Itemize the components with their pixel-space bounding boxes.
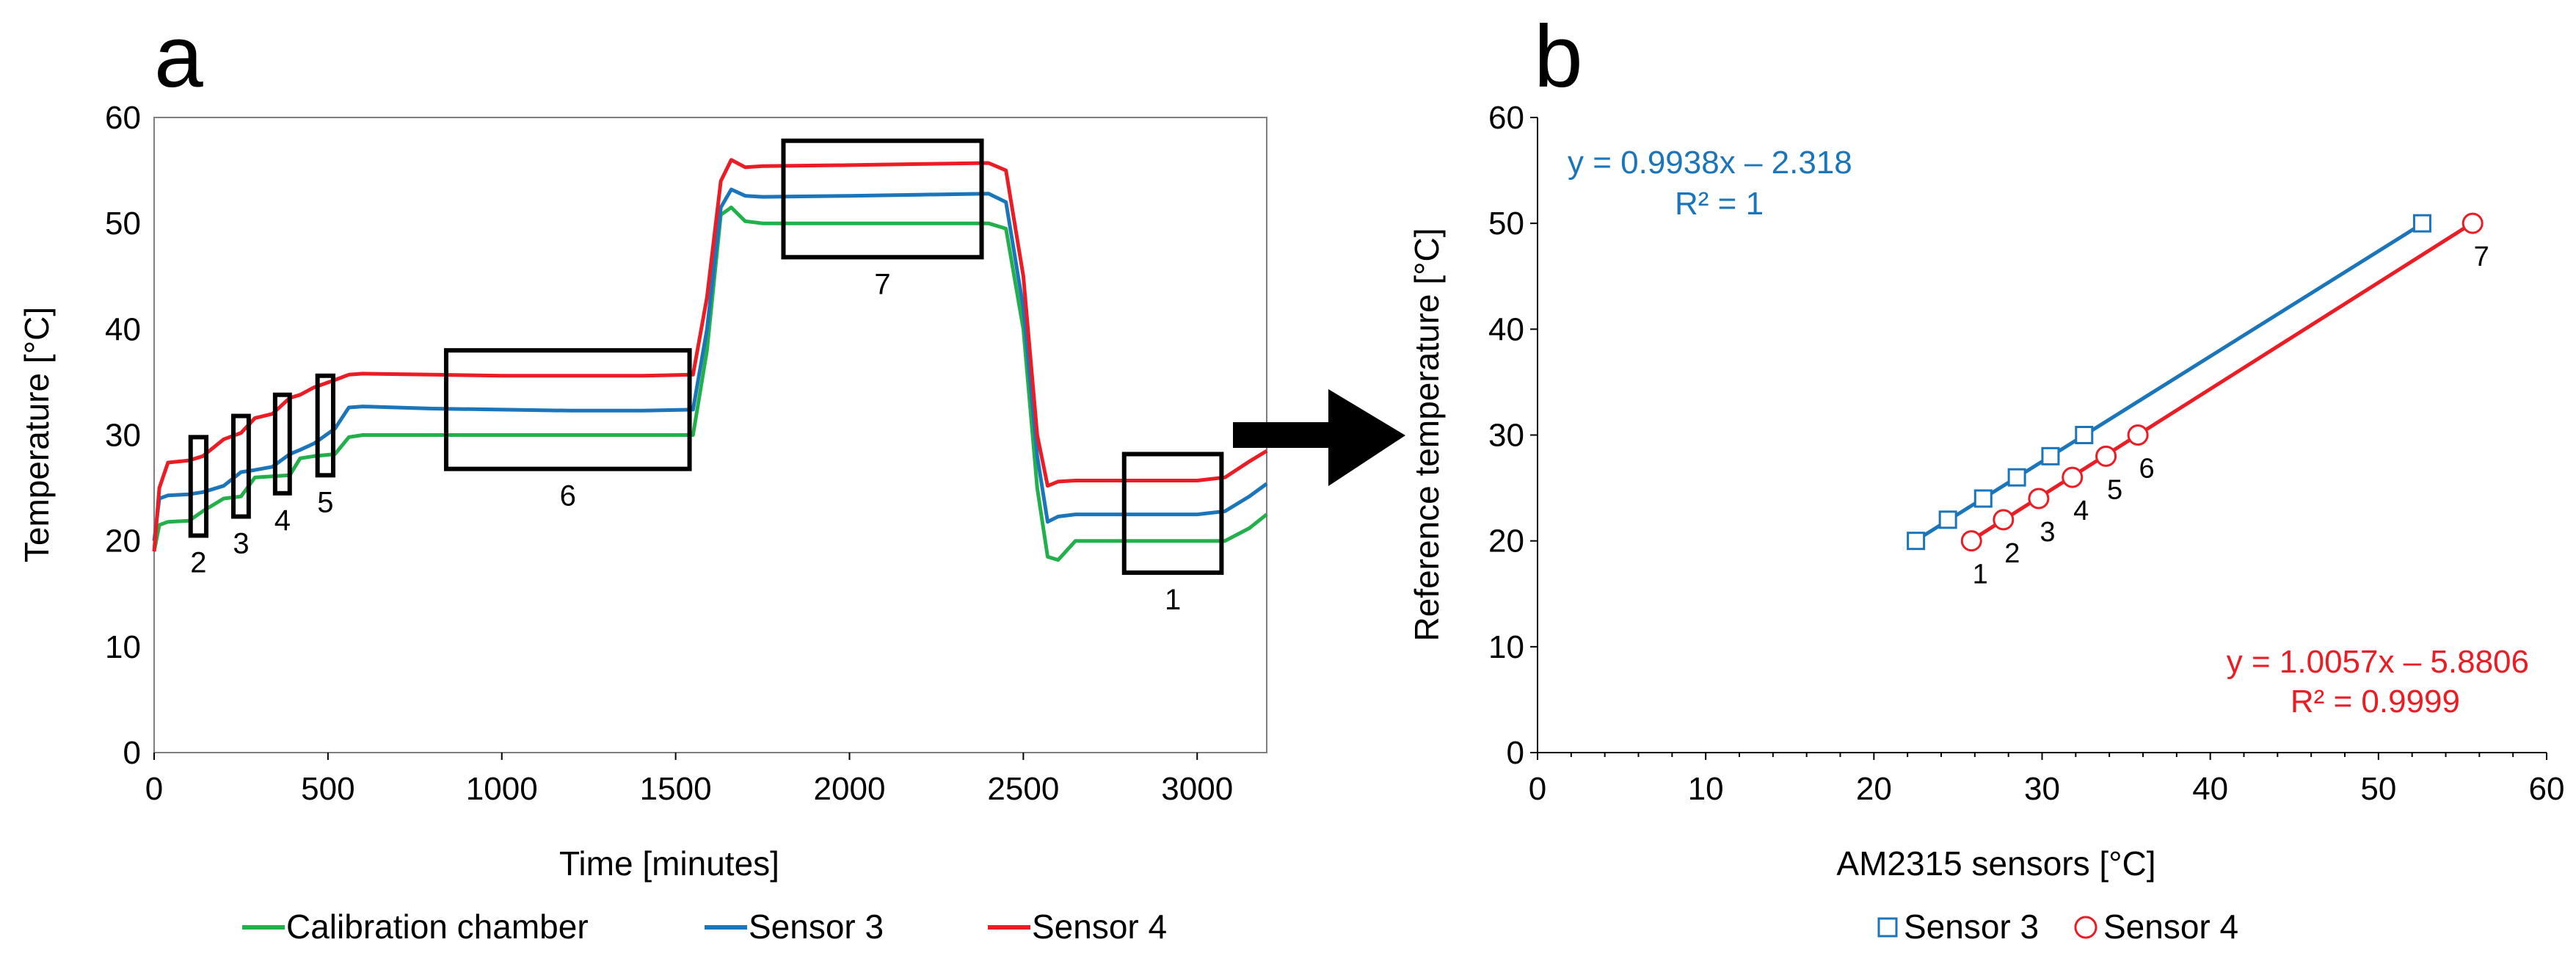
point-sensor4 [2127, 424, 2149, 446]
chart-a-ytick-label: 60 [105, 100, 141, 136]
point-sensor3 [1973, 489, 1993, 508]
legend-label-b-sensor3: Sensor 3 [1904, 908, 2039, 946]
chart-a-xtick-label: 2000 [814, 771, 886, 807]
point-sensor4 [2028, 488, 2050, 510]
chart-b-xtick-label: 20 [1856, 771, 1892, 807]
point-label-4: 4 [2073, 496, 2089, 526]
point-sensor4 [2062, 466, 2084, 488]
chart-a-xtick-label: 2500 [987, 771, 1059, 807]
legend-label-calibration: Calibration chamber [286, 908, 589, 946]
highlight-box-label-6: 6 [560, 480, 576, 512]
highlight-box-2 [188, 435, 209, 538]
chart-b-xtick-label: 40 [2192, 771, 2228, 807]
chart-a-xtick-label: 500 [301, 771, 354, 807]
highlight-box-label-5: 5 [317, 486, 333, 518]
point-label-1: 1 [1973, 559, 1988, 590]
point-sensor3 [2412, 214, 2431, 233]
sensor4-r2: R² = 0.9999 [2291, 684, 2460, 720]
chart-b-ylabel: Reference temperature [°C] [1408, 228, 1446, 642]
highlight-box-label-4: 4 [274, 504, 291, 537]
chart-a-ylabel: Temperature [°C] [18, 307, 56, 562]
chart-a-ytick-label: 10 [105, 629, 141, 665]
chart-a-marks: 0 10 20 30 40 50 60 0 500 1000 1500 2000 2500 3000 234… [105, 100, 1268, 807]
highlight-box-5 [315, 373, 335, 478]
chart-a-xtick-label: 1000 [466, 771, 538, 807]
legend-marker-sensor4 [2074, 916, 2097, 939]
legend-label-sensor3: Sensor 3 [749, 908, 884, 946]
panel-a-label: a [154, 7, 203, 106]
point-sensor4 [1993, 509, 2015, 531]
legend-label-sensor4: Sensor 4 [1032, 908, 1167, 946]
highlight-box-label-2: 2 [190, 546, 206, 579]
chart-a-plot-frame [153, 117, 1267, 753]
chart-a-ytick-label: 30 [105, 418, 141, 454]
highlight-box-label-1: 1 [1165, 584, 1181, 616]
chart-b-ytick-label: 30 [1488, 418, 1524, 454]
sensor3-r2: R² = 1 [1675, 186, 1764, 222]
chart-a-xtick-label: 3000 [1161, 771, 1233, 807]
trendline-sensor4 [1970, 221, 2474, 542]
highlight-box-label-3: 3 [233, 528, 249, 560]
point-sensor4 [1960, 530, 1982, 552]
legend-label-b-sensor4: Sensor 4 [2103, 908, 2238, 946]
chart-a-ytick-label: 40 [105, 311, 141, 347]
chart-a-xlabel: Time [minutes] [559, 844, 779, 883]
highlight-box-1 [1121, 452, 1224, 575]
chart-b-xtick-label: 30 [2024, 771, 2060, 807]
chart-b-xtick-label: 50 [2360, 771, 2396, 807]
point-sensor3 [1938, 510, 1957, 529]
highlight-box-label-7: 7 [874, 268, 890, 300]
chart-a: 0 10 20 30 40 50 60 0 500 1000 1500 2000 2500 3000 234… [18, 100, 1268, 883]
chart-a-xtick-label: 0 [145, 771, 163, 807]
point-label-2: 2 [2004, 538, 2020, 569]
point-sensor3 [2041, 446, 2060, 466]
highlight-box-3 [231, 413, 251, 519]
point-label-3: 3 [2040, 517, 2055, 548]
point-sensor4 [2095, 445, 2117, 467]
point-label-5: 5 [2107, 474, 2122, 505]
chart-b-ytick-label: 40 [1488, 311, 1524, 347]
chart-a-legend: Calibration chamber Sensor 3 Sensor 4 [242, 908, 1167, 946]
sensor4-equation: y = 1.0057x – 5.8806 [2227, 644, 2529, 680]
trendline-sensor3 [1915, 222, 2423, 543]
chart-a-xtick-label: 1500 [640, 771, 712, 807]
chart-a-ytick-label: 50 [105, 206, 141, 242]
point-sensor4 [2462, 212, 2484, 234]
highlight-box-7 [781, 138, 984, 260]
chart-b-xlabel: AM2315 sensors [°C] [1836, 844, 2155, 883]
chart-b-xtick-label: 0 [1529, 771, 1546, 807]
chart-a-ytick-label: 20 [105, 524, 141, 559]
chart-b-ytick-label: 10 [1488, 629, 1524, 665]
chart-b-ytick-label: 60 [1488, 100, 1524, 136]
chart-a-ytick-label: 0 [123, 735, 141, 771]
chart-b-ytick-label: 20 [1488, 524, 1524, 559]
sensor3-equation: y = 0.9938x – 2.318 [1568, 145, 1852, 181]
highlight-box-6 [443, 348, 692, 471]
point-sensor3 [2075, 426, 2094, 444]
highlight-box-4 [272, 392, 292, 496]
point-sensor3 [1907, 532, 1926, 551]
chart-b-ytick-label: 0 [1507, 735, 1524, 771]
arrow-icon [1233, 389, 1405, 486]
point-label-6: 6 [2139, 454, 2155, 485]
chart-b-ytick-label: 50 [1488, 206, 1524, 242]
legend-marker-sensor3 [1877, 917, 1898, 938]
panel-b-label: b [1534, 7, 1583, 106]
point-sensor3 [2007, 468, 2026, 487]
chart-b-xtick-label: 10 [1688, 771, 1724, 807]
chart-b-legend: Sensor 3 Sensor 4 [1877, 908, 2238, 946]
point-label-7: 7 [2474, 242, 2489, 272]
chart-b-xtick-label: 60 [2529, 771, 2565, 807]
